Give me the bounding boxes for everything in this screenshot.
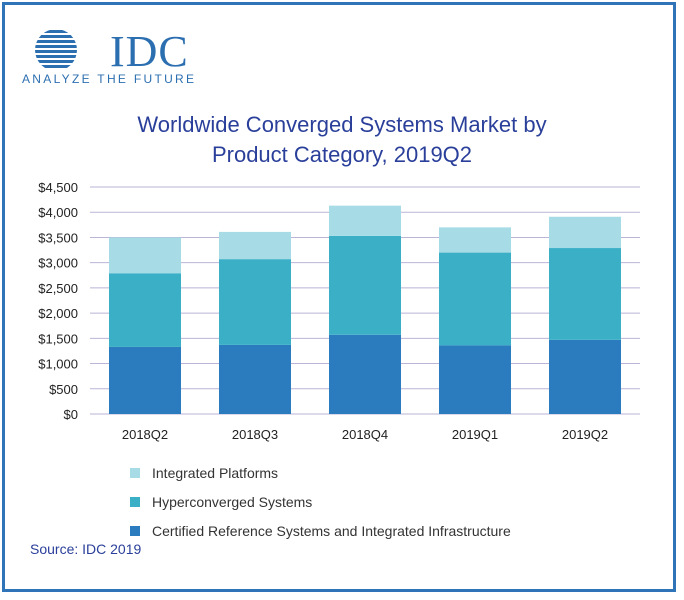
y-tick-label: $1,000 bbox=[38, 357, 78, 372]
logo-wordmark: IDC bbox=[110, 27, 189, 76]
bar-segment bbox=[439, 227, 511, 253]
legend-item-certified-reference-systems: Certified Reference Systems and Integrat… bbox=[130, 516, 511, 545]
source-note: Source: IDC 2019 bbox=[30, 541, 142, 557]
bar-segment bbox=[109, 273, 181, 347]
legend-label: Certified Reference Systems and Integrat… bbox=[152, 522, 511, 539]
y-tick-label: $1,500 bbox=[38, 331, 78, 346]
chart-title-line-2: Product Category, 2019Q2 bbox=[211, 142, 473, 167]
bar-segment bbox=[109, 346, 181, 414]
bar-segment bbox=[219, 259, 291, 345]
y-tick-label: $500 bbox=[49, 382, 78, 397]
bar-segment bbox=[549, 216, 621, 249]
logo-tagline: ANALYZE THE FUTURE bbox=[22, 72, 197, 86]
bar-segment bbox=[549, 248, 621, 340]
chart-title-line-1: Worldwide Converged Systems Market by bbox=[137, 112, 547, 137]
y-tick-label: $0 bbox=[64, 407, 78, 422]
legend-label: Hyperconverged Systems bbox=[152, 493, 313, 510]
legend-swatch-hyperconverged-systems bbox=[130, 496, 140, 507]
globe-icon bbox=[35, 30, 77, 68]
idc-logo: IDC ANALYZE THE FUTURE bbox=[20, 24, 220, 86]
bar-segment bbox=[219, 344, 291, 414]
legend-item-hyperconverged-systems: Hyperconverged Systems bbox=[130, 487, 511, 516]
stacked-bar-chart: $0 $500 $1,000 $1,500 $2,000 $2,500 $3,000 $3,5… bbox=[38, 180, 640, 442]
bar-segment bbox=[549, 339, 621, 414]
y-tick-label: $2,500 bbox=[38, 281, 78, 296]
y-tick-label: $2,000 bbox=[38, 306, 78, 321]
chart-title: Worldwide Converged Systems Market by Pr… bbox=[0, 110, 684, 170]
bar-segment bbox=[439, 345, 511, 414]
x-tick-label: 2019Q1 bbox=[452, 427, 498, 442]
x-tick-label: 2018Q3 bbox=[232, 427, 278, 442]
legend-label: Integrated Platforms bbox=[152, 464, 279, 481]
legend-item-integrated-platforms: Integrated Platforms bbox=[130, 458, 511, 487]
bar-segment bbox=[329, 205, 401, 236]
bar-segment bbox=[329, 334, 401, 414]
x-tick-label: 2018Q2 bbox=[122, 427, 168, 442]
y-tick-label: $3,500 bbox=[38, 230, 78, 245]
bar-segment bbox=[329, 235, 401, 335]
x-tick-label: 2018Q4 bbox=[342, 427, 388, 442]
y-tick-label: $4,500 bbox=[38, 180, 78, 195]
bar-segment bbox=[439, 252, 511, 346]
bar-segment bbox=[219, 231, 291, 260]
bar-segment bbox=[109, 237, 181, 274]
y-tick-label: $3,000 bbox=[38, 256, 78, 271]
legend-swatch-integrated-platforms bbox=[130, 467, 140, 478]
x-tick-label: 2019Q2 bbox=[562, 427, 608, 442]
y-tick-label: $4,000 bbox=[38, 205, 78, 220]
legend: Integrated Platforms Hyperconverged Syst… bbox=[130, 458, 511, 545]
legend-swatch-certified-reference-systems bbox=[130, 525, 140, 536]
